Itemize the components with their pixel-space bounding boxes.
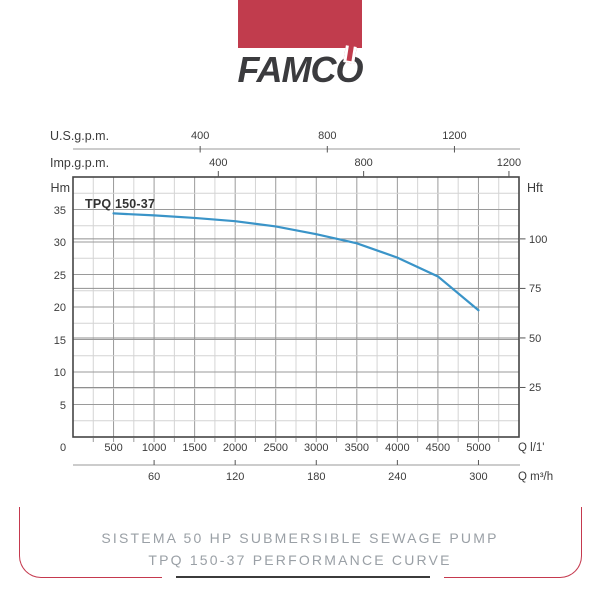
hft-tick-25: 25 <box>529 382 542 395</box>
famco-logo-rect <box>238 0 362 48</box>
ql-tick-1000: 1000 <box>141 442 167 454</box>
q-m3h-axis-label: Q m³/h <box>518 471 554 483</box>
hm-tick-20: 20 <box>53 302 66 314</box>
ql-tick-0: 0 <box>59 442 67 454</box>
qm3h-tick-300: 300 <box>469 471 488 483</box>
ql-tick-500: 500 <box>104 442 123 454</box>
impgpm-tick-400: 400 <box>209 157 228 169</box>
impgpm-tick-1200: 1200 <box>496 157 522 169</box>
imp-gpm-axis-label: Imp.g.p.m. <box>50 156 110 170</box>
usgpm-tick-1200: 1200 <box>442 130 467 142</box>
caption-line-2: TPQ 150-37 PERFORMANCE CURVE <box>148 552 452 568</box>
usgpm-tick-800: 800 <box>318 130 337 142</box>
famco-logo-text: FAMC <box>237 49 336 90</box>
qm3h-tick-60: 60 <box>147 471 161 483</box>
ql-tick-3000: 3000 <box>304 442 329 454</box>
hm-tick-10: 10 <box>53 367 66 379</box>
hft-tick-100: 100 <box>529 233 548 246</box>
hm-tick-15: 15 <box>53 334 66 347</box>
q-l-axis-label: Q l/1' <box>518 442 545 454</box>
hm-tick-30: 30 <box>53 237 66 249</box>
ql-tick-2000: 2000 <box>222 442 248 454</box>
hm-axis-label: Hm <box>50 181 70 195</box>
ql-tick-4500: 4500 <box>425 442 451 454</box>
usgpm-tick-400: 400 <box>190 130 210 142</box>
ql-tick-2500: 2500 <box>263 442 288 454</box>
hft-tick-75: 75 <box>529 283 542 296</box>
qm3h-tick-120: 120 <box>225 471 245 483</box>
caption-divider <box>176 576 430 578</box>
caption-line-1: SISTEMA 50 HP SUBMERSIBLE SEWAGE PUMP <box>101 530 499 546</box>
qm3h-tick-240: 240 <box>388 471 407 483</box>
hft-tick-50: 50 <box>529 332 542 345</box>
ql-tick-4000: 4000 <box>385 442 410 454</box>
hft-axis-label: Hft <box>527 181 543 195</box>
qm3h-tick-180: 180 <box>307 471 326 483</box>
ql-tick-3500: 3500 <box>344 442 370 454</box>
hm-tick-25: 25 <box>53 269 66 282</box>
us-gpm-axis-label: U.S.g.p.m. <box>50 129 110 143</box>
curve-title: TPQ 150-37 <box>85 197 156 211</box>
famco-logo-o: O <box>335 45 364 91</box>
hm-tick-35: 35 <box>53 204 66 217</box>
famco-logo-wordmark: FAMCO <box>0 45 600 91</box>
hm-tick-5: 5 <box>59 399 66 412</box>
ql-tick-5000: 5000 <box>466 442 491 454</box>
impgpm-tick-800: 800 <box>354 157 373 169</box>
ql-tick-1500: 1500 <box>182 442 207 454</box>
